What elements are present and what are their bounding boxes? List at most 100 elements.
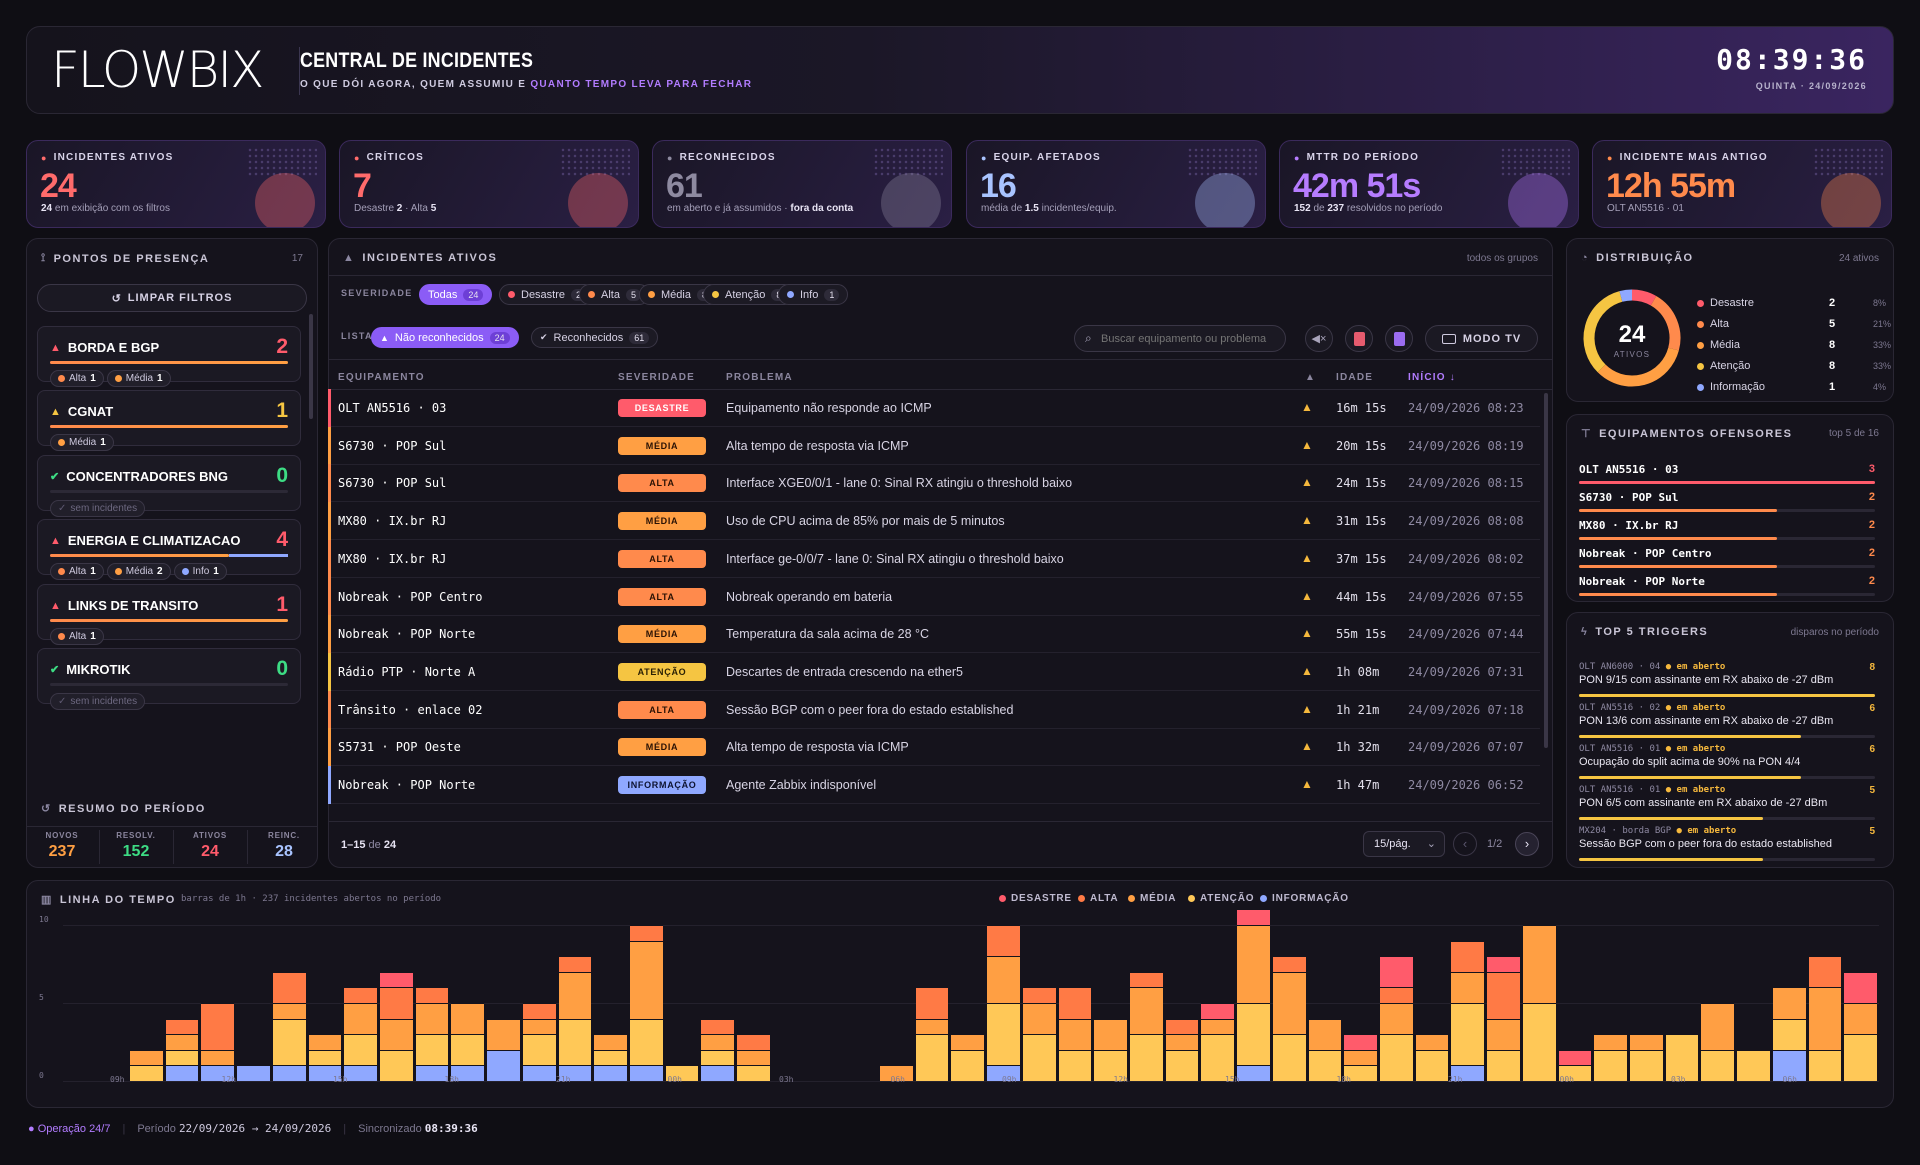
timeline-bar-segment[interactable] (415, 1034, 449, 1066)
table-row[interactable]: Trânsito · enlace 02 ALTA Sessão BGP com o… (328, 690, 1540, 729)
timeline-bar-segment[interactable] (1701, 1049, 1735, 1081)
col-severity[interactable]: SEVERIDADE (618, 372, 696, 383)
timeline-bar-segment[interactable] (1415, 1049, 1449, 1081)
offender-row[interactable]: OLT AN5516 · 03 3 (1579, 461, 1875, 489)
timeline-bar-segment[interactable] (522, 1018, 556, 1035)
timeline-bar-segment[interactable] (1772, 987, 1806, 1019)
timeline-bar-segment[interactable] (1201, 1018, 1235, 1035)
timeline-bar-segment[interactable] (1130, 971, 1163, 988)
offender-row[interactable]: Nobreak · POP Norte 2 (1579, 573, 1875, 601)
trigger-row[interactable]: OLT AN5516 · 01 ● em aberto Ocupação do s… (1579, 744, 1875, 785)
timeline-bar-segment[interactable] (130, 1049, 163, 1066)
timeline-bar-segment[interactable] (272, 1065, 306, 1081)
timeline-bar-segment[interactable] (987, 1003, 1020, 1066)
timeline-bar-segment[interactable] (344, 1065, 377, 1081)
col-start[interactable]: INÍCIO ↓ (1408, 372, 1456, 383)
timeline-bar-segment[interactable] (380, 987, 413, 1019)
timeline-bar-segment[interactable] (451, 1065, 485, 1081)
timeline-bar-segment[interactable] (487, 1018, 520, 1050)
timeline-bar-segment[interactable] (1094, 1018, 1127, 1050)
timeline-bar-segment[interactable] (344, 987, 377, 1003)
timeline-bar-segment[interactable] (558, 956, 592, 972)
timeline-bar-segment[interactable] (1594, 1049, 1627, 1081)
severity-chip[interactable]: Alta 1 (50, 628, 104, 645)
table-row[interactable]: S5731 · POP Oeste MÉDIA Alta tempo de resp… (328, 728, 1540, 767)
timeline-bar-segment[interactable] (951, 1034, 985, 1050)
timeline-bar-segment[interactable] (1094, 1049, 1127, 1081)
severity-chip[interactable]: Média 1 (106, 370, 171, 387)
timeline-bar-segment[interactable] (487, 1049, 520, 1081)
bell-icon[interactable]: ▲ (1301, 475, 1313, 490)
table-row[interactable]: OLT AN5516 · 03 DESASTRE Equipamento não r… (328, 389, 1540, 427)
timeline-bar-segment[interactable] (272, 971, 306, 1003)
timeline-bar-segment[interactable] (1665, 1034, 1699, 1081)
timeline-bar-segment[interactable] (630, 940, 663, 1019)
timeline-bar-segment[interactable] (308, 1034, 342, 1050)
export-pdf-button[interactable] (1345, 325, 1373, 352)
timeline-bar-segment[interactable] (1344, 1065, 1377, 1081)
timeline-bar-segment[interactable] (1022, 1003, 1056, 1035)
search-input[interactable] (1101, 330, 1281, 348)
mute-button[interactable]: ◀× (1305, 325, 1333, 352)
timeline-bar-segment[interactable] (594, 1049, 627, 1066)
export-csv-button[interactable] (1385, 325, 1413, 352)
timeline-bar-segment[interactable] (701, 1065, 735, 1081)
timeline-bar-segment[interactable] (415, 1065, 449, 1081)
timeline-bar-segment[interactable] (1344, 1049, 1377, 1066)
timeline-bar-segment[interactable] (915, 987, 949, 1019)
clear-filters-button[interactable]: ↺ LIMPAR FILTROS (37, 284, 307, 312)
list-filter-chip[interactable]: ▲ Não reconhecidos 24 (371, 327, 519, 348)
timeline-bar-segment[interactable] (1630, 1049, 1663, 1081)
timeline-bar-segment[interactable] (951, 1049, 985, 1081)
timeline-bar-segment[interactable] (1344, 1034, 1377, 1050)
bell-icon[interactable]: ▲ (1301, 400, 1313, 414)
timeline-bar-segment[interactable] (1022, 1034, 1056, 1081)
timeline-bar-segment[interactable] (344, 1003, 377, 1035)
table-row[interactable]: Nobreak · POP Centro ALTA Nobreak operando… (328, 577, 1540, 616)
timeline-bar-segment[interactable] (701, 1034, 735, 1050)
timeline-bar-segment[interactable] (1058, 1018, 1092, 1050)
severity-chip[interactable]: Média 1 (50, 434, 114, 451)
timeline-bar-segment[interactable] (1058, 1049, 1092, 1081)
timeline-bar-segment[interactable] (737, 1034, 770, 1050)
timeline-bar-segment[interactable] (201, 1049, 235, 1066)
pop-card[interactable]: ▲ CGNAT 1 Média 1 (37, 390, 301, 451)
timeline-bar-segment[interactable] (1844, 1003, 1877, 1035)
timeline-bar-segment[interactable] (1487, 1049, 1520, 1081)
timeline-bar-segment[interactable] (1701, 1003, 1735, 1050)
table-row[interactable]: Nobreak · POP Norte MÉDIA Temperatura da s… (328, 615, 1540, 654)
timeline-bar-segment[interactable] (380, 971, 413, 988)
bell-icon[interactable]: ▲ (1301, 513, 1313, 528)
timeline-bar-segment[interactable] (558, 971, 592, 1019)
timeline-bar-segment[interactable] (1201, 1034, 1235, 1081)
timeline-bar-segment[interactable] (165, 1034, 199, 1050)
timeline-bar-segment[interactable] (1594, 1034, 1627, 1050)
timeline-bar-segment[interactable] (1451, 971, 1485, 1003)
timeline-bar-segment[interactable] (1630, 1034, 1663, 1050)
timeline-bar-segment[interactable] (1737, 1049, 1770, 1081)
timeline-bar-segment[interactable] (165, 1049, 199, 1066)
timeline-bar-segment[interactable] (594, 1065, 627, 1081)
search-box[interactable]: ⌕ (1074, 325, 1286, 352)
timeline-bar-segment[interactable] (880, 1065, 913, 1081)
next-page-button[interactable]: › (1515, 832, 1539, 856)
list-filter-chip[interactable]: ✔ Reconhecidos 61 (531, 327, 659, 348)
table-row[interactable]: Nobreak · POP Norte INFORMAÇÃO Agente Zabb… (328, 766, 1540, 804)
table-row[interactable]: S6730 · POP Sul MÉDIA Alta tempo de respos… (328, 426, 1540, 465)
timeline-bar-segment[interactable] (630, 925, 663, 941)
severity-chip[interactable]: Alta 1 (50, 563, 104, 580)
timeline-bar-segment[interactable] (344, 1034, 377, 1066)
timeline-bar-segment[interactable] (1237, 909, 1270, 925)
severity-filter-chip[interactable]: Alta 5 (579, 284, 650, 305)
trigger-row[interactable]: OLT AN5516 · 02 ● em aberto PON 13/6 com … (1579, 703, 1875, 744)
severity-filter-chip[interactable]: Info 1 (778, 284, 849, 305)
col-equipment[interactable]: EQUIPAMENTO (338, 372, 425, 383)
timeline-bar-segment[interactable] (701, 1049, 735, 1066)
timeline-bar-segment[interactable] (1272, 956, 1306, 972)
timeline-bar-segment[interactable] (1022, 987, 1056, 1003)
trigger-row[interactable]: OLT AN5516 · 01 ● em aberto PON 6/5 com a… (1579, 785, 1875, 826)
table-row[interactable]: MX80 · IX.br RJ ALTA Interface ge-0/0/7 - … (328, 539, 1540, 578)
severity-chip[interactable]: Info 1 (173, 563, 227, 580)
